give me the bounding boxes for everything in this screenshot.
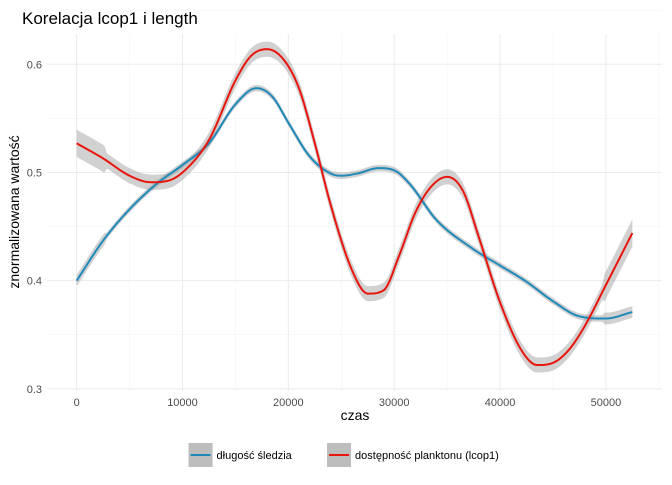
series-line (76, 48, 634, 367)
chart-title: Korelacja lcop1 i length (22, 9, 198, 28)
legend-item: dostępność planktonu (lcop1) (327, 443, 499, 467)
legend-label: dostępność planktonu (lcop1) (355, 450, 499, 462)
x-tick-label: 40000 (485, 397, 516, 409)
legend-label: długość śledzia (217, 450, 293, 462)
y-axis-ticks: 0.3 0.4 0.5 0.6 (27, 59, 42, 396)
grid-minor (47, 9, 662, 391)
y-tick-label: 0.4 (27, 276, 42, 288)
series-lines (75, 48, 634, 367)
series-confidence-ribbon (76, 41, 633, 373)
x-tick-label: 10000 (167, 397, 198, 409)
x-tick-label: 0 (74, 397, 80, 409)
y-tick-label: 0.5 (27, 167, 42, 179)
x-axis-label: czas (341, 407, 370, 423)
y-tick-label: 0.3 (27, 384, 42, 396)
series-line (75, 87, 633, 320)
legend: długość śledzia dostępność planktonu (lco… (188, 443, 499, 467)
x-tick-label: 30000 (379, 397, 410, 409)
legend-item: długość śledzia (188, 443, 293, 467)
series-confidence-ribbon (76, 84, 633, 325)
x-tick-label: 20000 (273, 397, 304, 409)
y-axis-label: znormalizowana wartość (6, 135, 22, 288)
x-axis-ticks: 0 10000 20000 30000 40000 50000 (74, 397, 622, 409)
confidence-ribbons (76, 41, 633, 373)
x-tick-label: 50000 (591, 397, 622, 409)
y-tick-label: 0.6 (27, 59, 42, 71)
grid-major (47, 34, 662, 391)
